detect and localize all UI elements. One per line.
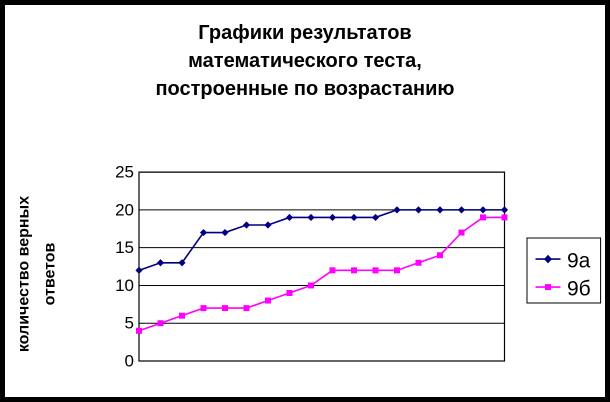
svg-text:10: 10 bbox=[115, 276, 134, 295]
svg-text:0: 0 bbox=[125, 352, 134, 371]
svg-text:5: 5 bbox=[125, 314, 134, 333]
svg-text:9б: 9б bbox=[567, 278, 591, 301]
svg-text:15: 15 bbox=[115, 238, 134, 257]
svg-text:9а: 9а bbox=[567, 250, 591, 273]
svg-text:25: 25 bbox=[115, 163, 134, 182]
svg-text:20: 20 bbox=[115, 200, 134, 219]
